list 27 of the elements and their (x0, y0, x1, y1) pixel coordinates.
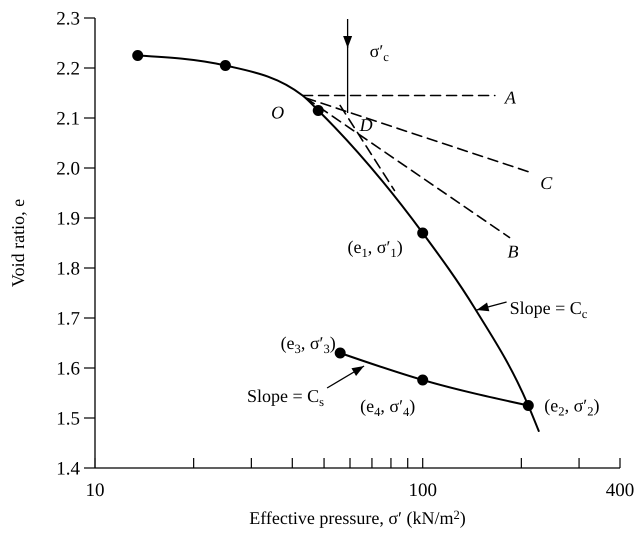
y-tick-label: 2.2 (56, 58, 80, 80)
y-tick-label: 1.5 (56, 408, 80, 430)
annotation: D (358, 115, 373, 135)
y-tick-label: 1.6 (56, 358, 80, 380)
y-axis-title: Void ratio, e (8, 198, 28, 288)
y-tick-label: 1.7 (56, 308, 80, 330)
x-axis-title: Effective pressure, σ′ (kN/m$^{2}$) (249, 508, 466, 528)
annotation: (e$_{1}$, σ′$_{1}$) (347, 237, 403, 260)
annotation: (e$_{4}$, σ′$_{4}$) (360, 396, 416, 419)
annotation: A (504, 88, 517, 108)
y-tick-label: 1.8 (56, 258, 80, 280)
x-tick-label: 10 (86, 480, 104, 501)
annotation: σ′$_{c}$ (370, 41, 390, 64)
annotation: B (507, 242, 518, 262)
y-tick-label: 2.0 (56, 158, 80, 180)
y-tick-label: 2.1 (56, 108, 80, 130)
y-tick-label: 1.4 (56, 458, 80, 480)
annotation: Slope = C$_{c}$ (510, 298, 588, 321)
annotation: Slope = C$_{s}$ (246, 386, 324, 409)
x-tick-label: 100 (408, 480, 437, 501)
annotation: (e$_{3}$, σ′$_{3}$) (280, 333, 336, 356)
annotation: C (540, 173, 554, 193)
x-tick-label: 400 (606, 480, 634, 501)
y-tick-label: 1.9 (56, 208, 80, 230)
annotation: O (271, 102, 284, 122)
annotation: (e$_{2}$, σ′$_{2}$) (544, 396, 600, 418)
y-tick-label: 2.3 (56, 8, 80, 30)
